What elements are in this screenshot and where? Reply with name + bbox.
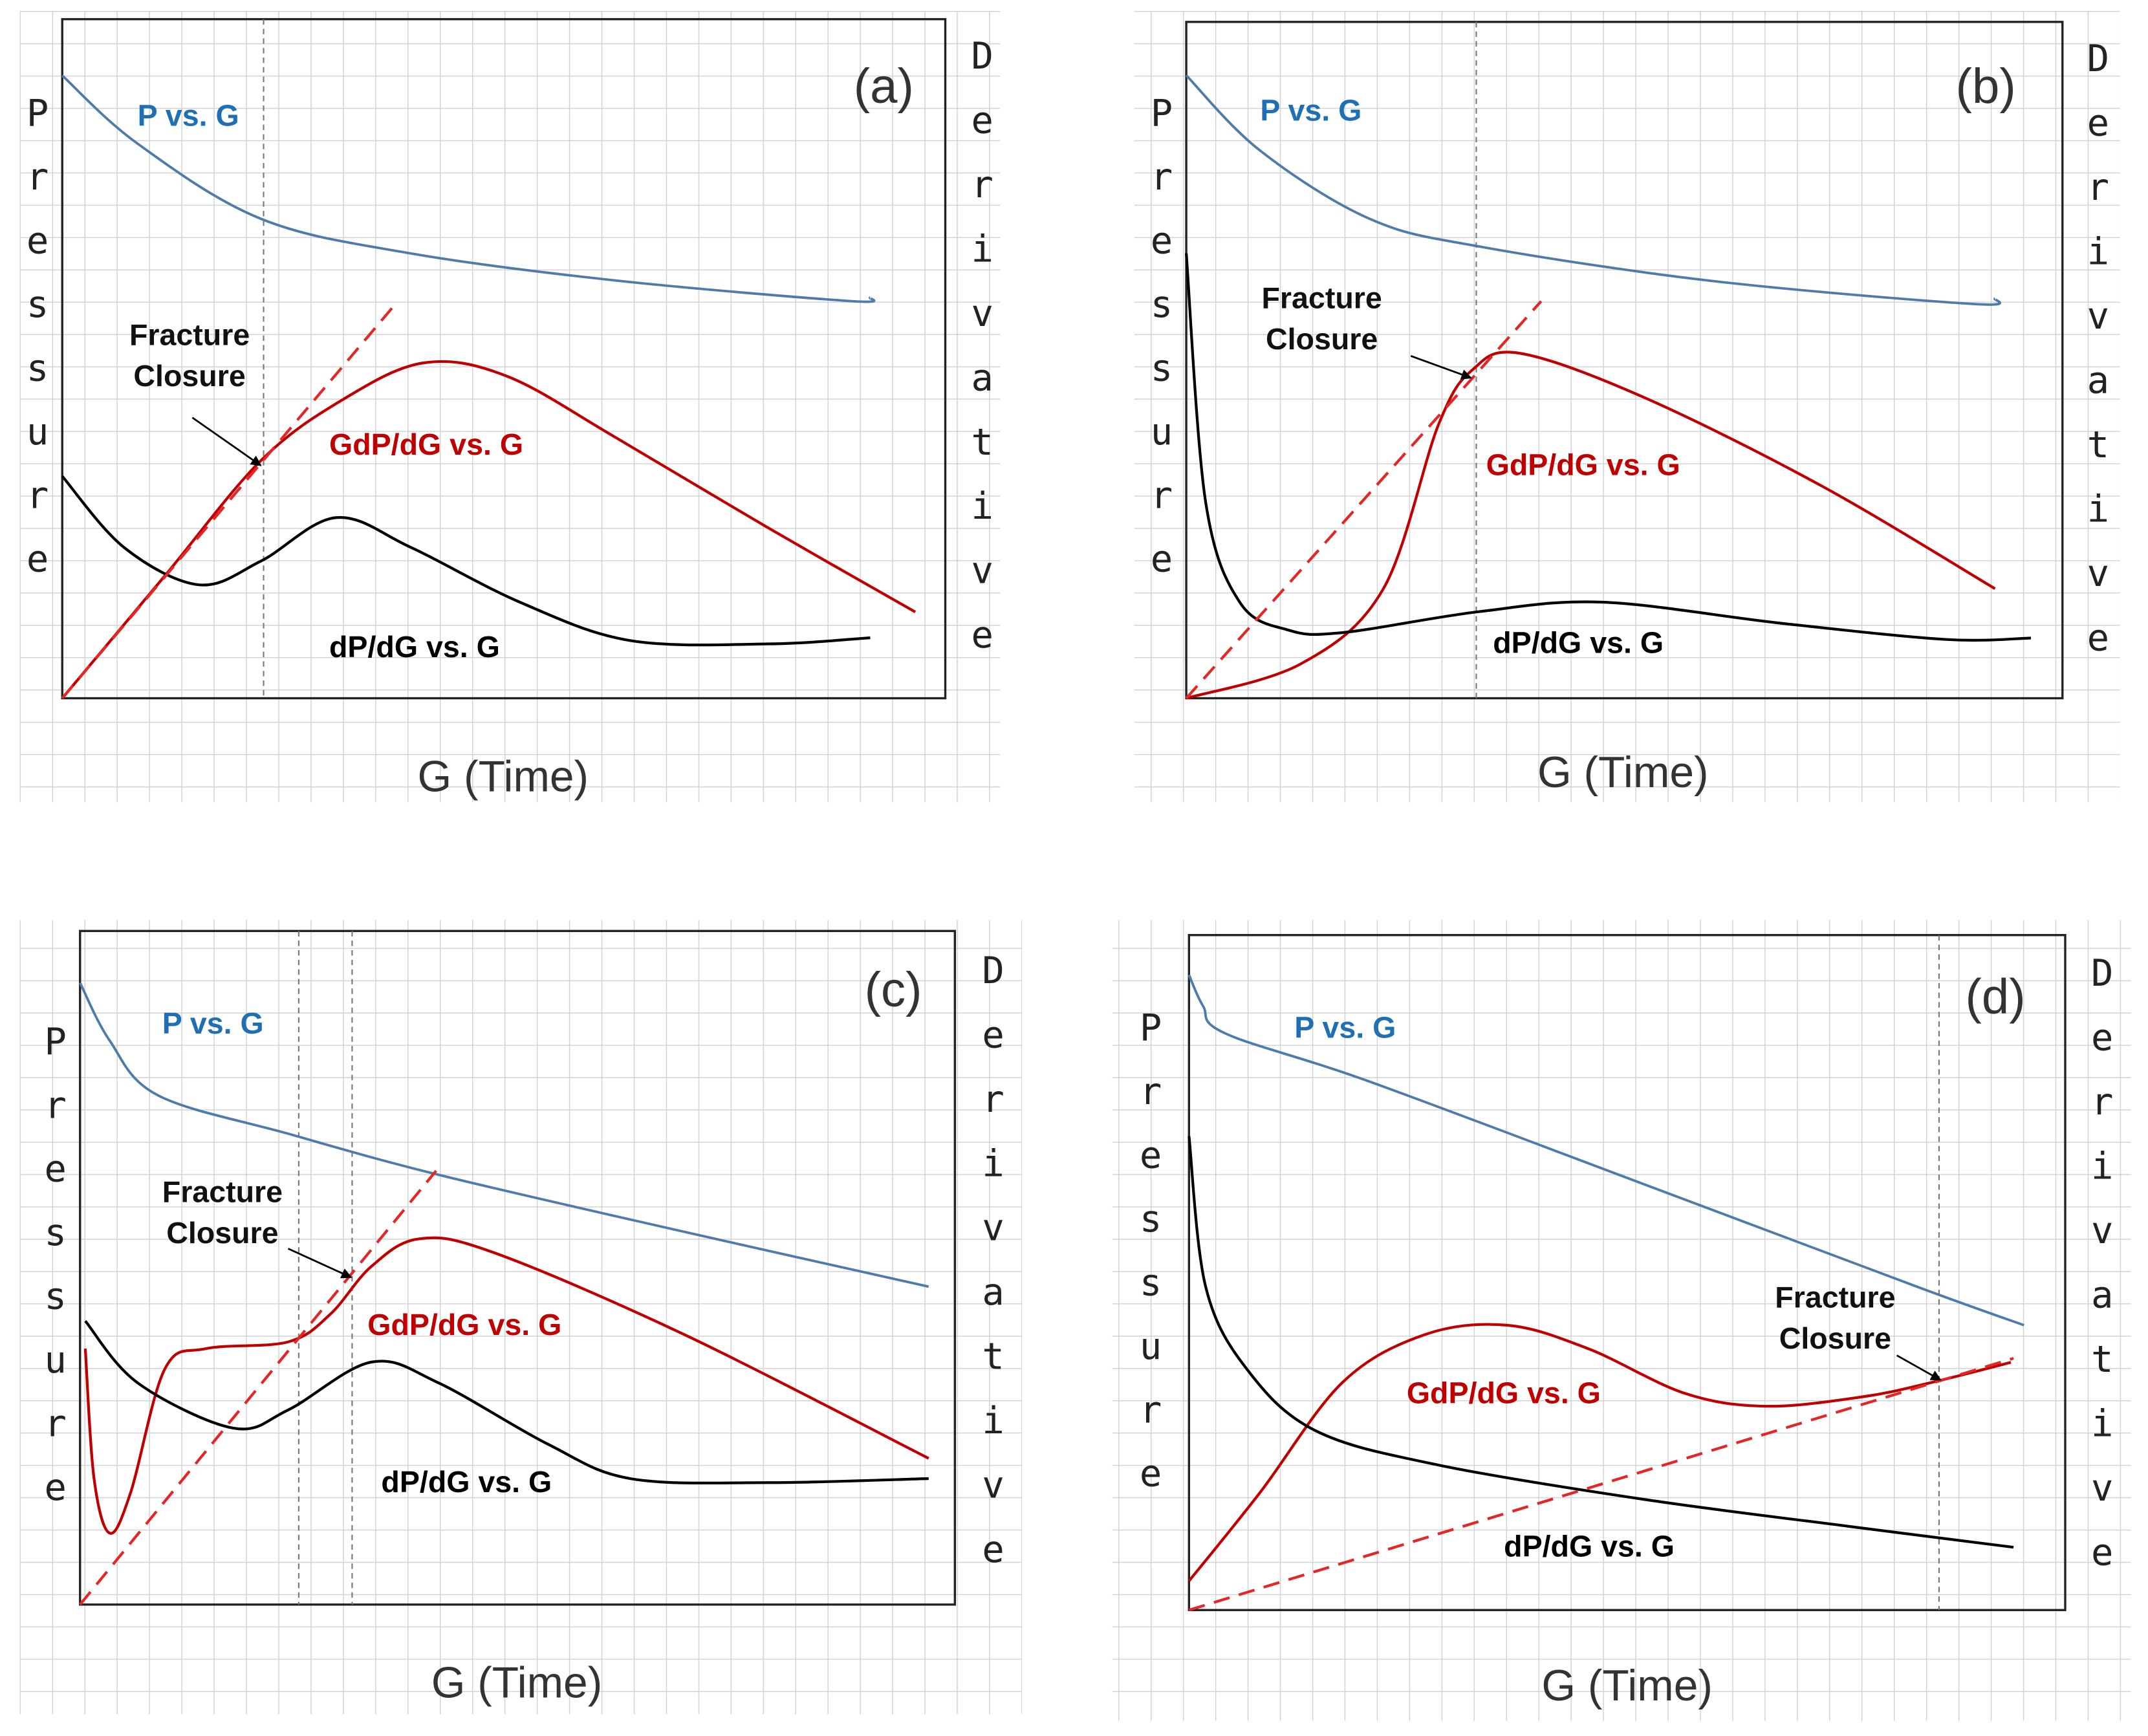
fracture-closure-label: Closure: [166, 1216, 278, 1250]
pressure-series-label: P vs. G: [138, 99, 239, 133]
series-tangent-line: [61, 303, 396, 699]
series-gdp-line: [1186, 351, 1996, 700]
panel-d: P vs. G GdP/dG vs. G dP/dG vs. G Fracture Cl…: [1140, 934, 2113, 1710]
series-pressure-line: [79, 982, 929, 1288]
pressure-series-label: P vs. G: [162, 1006, 264, 1040]
fracture-closure-label: Fracture: [162, 1175, 283, 1208]
series-gdp-line: [1188, 1323, 2012, 1582]
dp-series-label: dP/dG vs. G: [329, 630, 500, 664]
dp-series-label: dP/dG vs. G: [1504, 1530, 1675, 1563]
gdp-series-label: GdP/dG vs. G: [1486, 448, 1680, 482]
x-axis-label: G (Time): [1541, 1662, 1713, 1710]
closure-arrow-icon: [191, 417, 262, 466]
plot-frame: [1185, 21, 2064, 700]
closure-arrow-icon: [1896, 1354, 1942, 1381]
fracture-closure-label: Closure: [1266, 322, 1378, 356]
panel-a: P vs. G GdP/dG vs. G dP/dG vs. G Fracture Cl…: [27, 17, 993, 801]
series-pressure-line: [1185, 74, 2001, 306]
dp-series-label: dP/dG vs. G: [1493, 626, 1664, 660]
series-tangent-line: [1188, 1356, 2014, 1612]
x-axis-label: G (Time): [1537, 748, 1709, 797]
panel-letter: (d): [1965, 969, 2025, 1024]
series-dp-line: [61, 475, 871, 647]
series-tangent-line: [79, 1169, 437, 1606]
plot-frame: [61, 17, 947, 700]
grid-background: [19, 10, 2131, 1721]
pressure-series-label: P vs. G: [1260, 93, 1361, 127]
closure-arrow-icon: [287, 1248, 353, 1279]
panel-letter: (a): [854, 59, 914, 114]
closure-arrow-icon: [1410, 355, 1472, 380]
series-pressure-line: [61, 74, 876, 303]
fracture-closure-label: Closure: [1779, 1321, 1891, 1355]
fracture-closure-label: Fracture: [1261, 281, 1382, 314]
series-dp-line: [84, 1319, 929, 1485]
gdp-series-label: GdP/dG vs. G: [1407, 1376, 1601, 1410]
series-tangent-line: [1185, 300, 1543, 699]
panel-letter: (c): [865, 962, 922, 1017]
x-axis-label: G (Time): [431, 1659, 603, 1708]
x-axis-label: G (Time): [418, 752, 589, 801]
panel-b: P vs. G GdP/dG vs. G dP/dG vs. G Fracture Cl…: [1151, 21, 2109, 797]
dp-series-label: dP/dG vs. G: [381, 1465, 552, 1499]
series-dp-line: [1188, 1136, 2014, 1549]
series-pressure-line: [1188, 974, 2024, 1327]
series-dp-line: [1184, 253, 2032, 642]
series-gdp-line: [83, 1236, 929, 1535]
gdp-series-label: GdP/dG vs. G: [367, 1308, 561, 1341]
plot-frame: [1188, 934, 2067, 1611]
fracture-closure-label: Fracture: [129, 318, 250, 351]
panel-letter: (b): [1956, 59, 2016, 114]
fracture-closure-label: Closure: [133, 359, 245, 393]
fracture-closure-label: Fracture: [1775, 1280, 1895, 1314]
pressure-series-label: P vs. G: [1294, 1010, 1396, 1044]
panel-c: P vs. G GdP/dG vs. G dP/dG vs. G Fracture Cl…: [44, 929, 1004, 1708]
gdp-series-label: GdP/dG vs. G: [329, 428, 523, 461]
plot-frame: [79, 929, 957, 1606]
